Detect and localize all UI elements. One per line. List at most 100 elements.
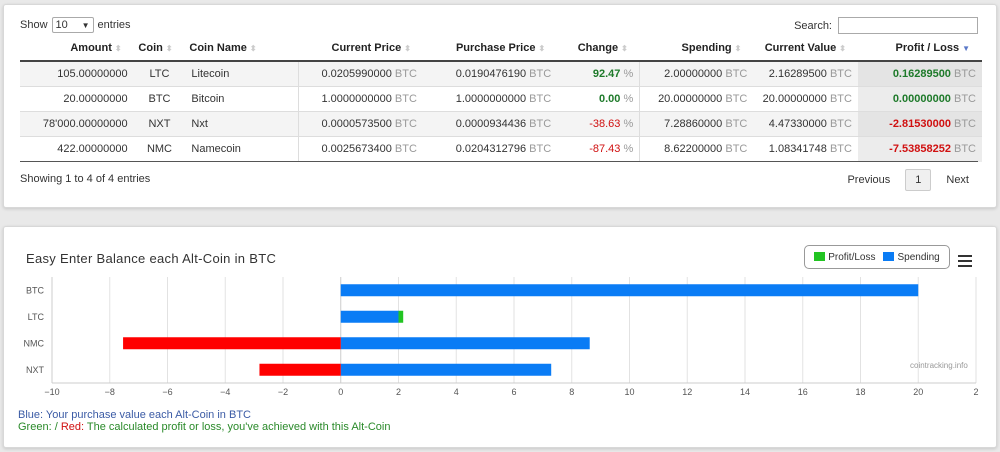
purchase-price-value: 0.0204312796 [455, 143, 527, 156]
percent-label: % [623, 93, 634, 105]
spending-value: 7.28860000 [664, 118, 723, 130]
page-button-1[interactable]: 1 [905, 169, 932, 191]
current-value-cell: 1.08341748 BTC [753, 136, 858, 162]
column-header[interactable]: Purchase Price ⬍ [422, 39, 558, 62]
table-header-row: Amount ⬍ Coin ⬍ Coin Name ⬍ Current Price ⬍ Purc… [20, 39, 982, 62]
current-value-cell: 4.47330000 BTC [753, 111, 858, 137]
x-tick-label: 8 [569, 387, 574, 397]
amount-value: 422.00000000 [57, 143, 128, 156]
hamburger-menu-icon[interactable] [958, 255, 972, 270]
legend-label: Spending [897, 251, 940, 263]
x-tick-label: −2 [278, 387, 288, 397]
length-value: 10 [55, 19, 68, 31]
purchase-price-cell: 1.0000000000 BTC [422, 86, 558, 112]
profit-loss-cell: -7.53858252 BTC [857, 136, 982, 162]
current-price-cell: 0.0025673400 BTC [298, 136, 423, 162]
spending-bar [340, 363, 552, 376]
unit-label: BTC [829, 93, 852, 105]
sort-icon: ⬍ [165, 44, 173, 53]
y-category-label: NXT [26, 365, 45, 375]
legend-item-profit-loss[interactable]: Profit/Loss [814, 251, 876, 263]
current-price-value: 0.0205990000 [321, 68, 392, 80]
table-card: Show 10 ▼ entries Search: Amount ⬍ Coin ⬍ Co… [3, 4, 997, 208]
current-value-cell: 2.16289500 BTC [753, 60, 858, 87]
current-price-value: 0.0000573500 [321, 118, 392, 130]
x-tick-label: −8 [105, 387, 115, 397]
coin-name: Litecoin [191, 68, 230, 80]
spending-cell: 2.00000000 BTC [639, 60, 754, 87]
length-control: Show 10 ▼ entries [20, 17, 131, 33]
unit-label: BTC [394, 93, 417, 105]
current-price-cell: 0.0205990000 BTC [298, 60, 423, 87]
coin-symbol: NXT [148, 118, 171, 130]
spending-bar [340, 284, 919, 297]
sort-icon: ⬍ [114, 44, 122, 53]
column-header[interactable]: Current Value ⬍ [753, 39, 858, 62]
note-blue-label: Blue: [18, 409, 44, 421]
spending-value: 20.00000000 [658, 93, 723, 105]
unit-label: BTC [954, 143, 976, 156]
current-value-value: 4.47330000 [768, 118, 827, 130]
spending-bar [340, 337, 590, 350]
pagination: Previous 1 Next [838, 169, 978, 191]
column-header-label: Coin Name [189, 42, 247, 54]
sort-icon: ⬍ [734, 44, 742, 53]
y-category-label: NMC [24, 338, 45, 348]
x-tick-label: 0 [338, 387, 343, 397]
column-header[interactable]: Spending ⬍ [639, 39, 754, 62]
unit-label: BTC [725, 143, 748, 156]
note-blue-text: Your purchase value each Alt-Coin in BTC [43, 409, 251, 421]
legend-label: Profit/Loss [828, 251, 876, 263]
table-row: 20.00000000 BTC Bitcoin 1.0000000000 BTC 1.0… [20, 86, 982, 112]
purchase-price-cell: 0.0204312796 BTC [422, 136, 558, 162]
chart-notes: Blue: Your purchase value each Alt-Coin … [18, 409, 390, 433]
column-header[interactable]: Coin Name ⬍ [185, 39, 299, 62]
column-header-label: Spending [681, 42, 732, 54]
x-tick-label: 16 [798, 387, 808, 397]
unit-label: BTC [725, 68, 748, 80]
note-red-label: Red: [60, 421, 85, 433]
column-header[interactable]: Amount ⬍ [20, 39, 134, 62]
change-cell: 92.47 % [557, 60, 640, 87]
length-suffix: entries [97, 19, 131, 31]
unit-label: BTC [829, 68, 852, 80]
legend-item-spending[interactable]: Spending [883, 251, 940, 263]
table-row: 78'000.00000000 NXT Nxt 0.0000573500 BTC 0.0… [20, 111, 982, 137]
x-tick-label: −4 [220, 387, 230, 397]
purchase-price-value: 0.0000934436 [455, 118, 527, 130]
next-button[interactable]: Next [946, 174, 969, 186]
amount-cell: 105.00000000 [20, 60, 134, 87]
y-category-label: LTC [28, 312, 45, 322]
column-header-label: Purchase Price [455, 42, 536, 54]
column-header-label: Current Value [764, 42, 837, 54]
spending-value: 8.62200000 [664, 143, 723, 156]
profit-loss-cell: 0.16289500 BTC [857, 60, 982, 87]
coin-name-cell: Namecoin [185, 136, 299, 162]
bar-chart: −10 −8 −6 −4 −2 0 2 4 6 8 10 12 14 16 18 20 2 BTC LTC NMC NX… [24, 277, 979, 397]
table-row: 105.00000000 LTC Litecoin 0.0205990000 BTC 0… [20, 60, 982, 87]
previous-button[interactable]: Previous [847, 174, 891, 186]
unit-label: BTC [829, 143, 852, 156]
unit-label: BTC [394, 118, 417, 130]
x-tick-label: 12 [682, 387, 692, 397]
spending-cell: 8.62200000 BTC [639, 136, 754, 162]
column-header[interactable]: Change ⬍ [557, 39, 640, 62]
unit-label: BTC [529, 93, 552, 105]
change-value: -87.43 [589, 143, 621, 156]
column-header[interactable]: Coin ⬍ [133, 39, 186, 62]
coin-name-cell: Bitcoin [185, 86, 299, 112]
spending-cell: 20.00000000 BTC [639, 86, 754, 112]
column-header[interactable]: Current Price ⬍ [298, 39, 423, 62]
percent-label: % [623, 143, 634, 156]
spending-bar [340, 310, 399, 323]
unit-label: BTC [725, 118, 748, 130]
y-category-label: BTC [26, 285, 45, 295]
x-tick-label: −6 [162, 387, 172, 397]
length-select[interactable]: 10 ▼ [51, 17, 94, 33]
search-input[interactable] [838, 17, 978, 34]
amount-cell: 422.00000000 [20, 136, 134, 162]
table-info: Showing 1 to 4 of 4 entries [20, 173, 151, 185]
column-header[interactable]: Profit / Loss ▼ [857, 39, 982, 62]
chart-title: Easy Enter Balance each Alt-Coin in BTC [26, 251, 277, 266]
sort-icon: ⬍ [621, 44, 628, 53]
